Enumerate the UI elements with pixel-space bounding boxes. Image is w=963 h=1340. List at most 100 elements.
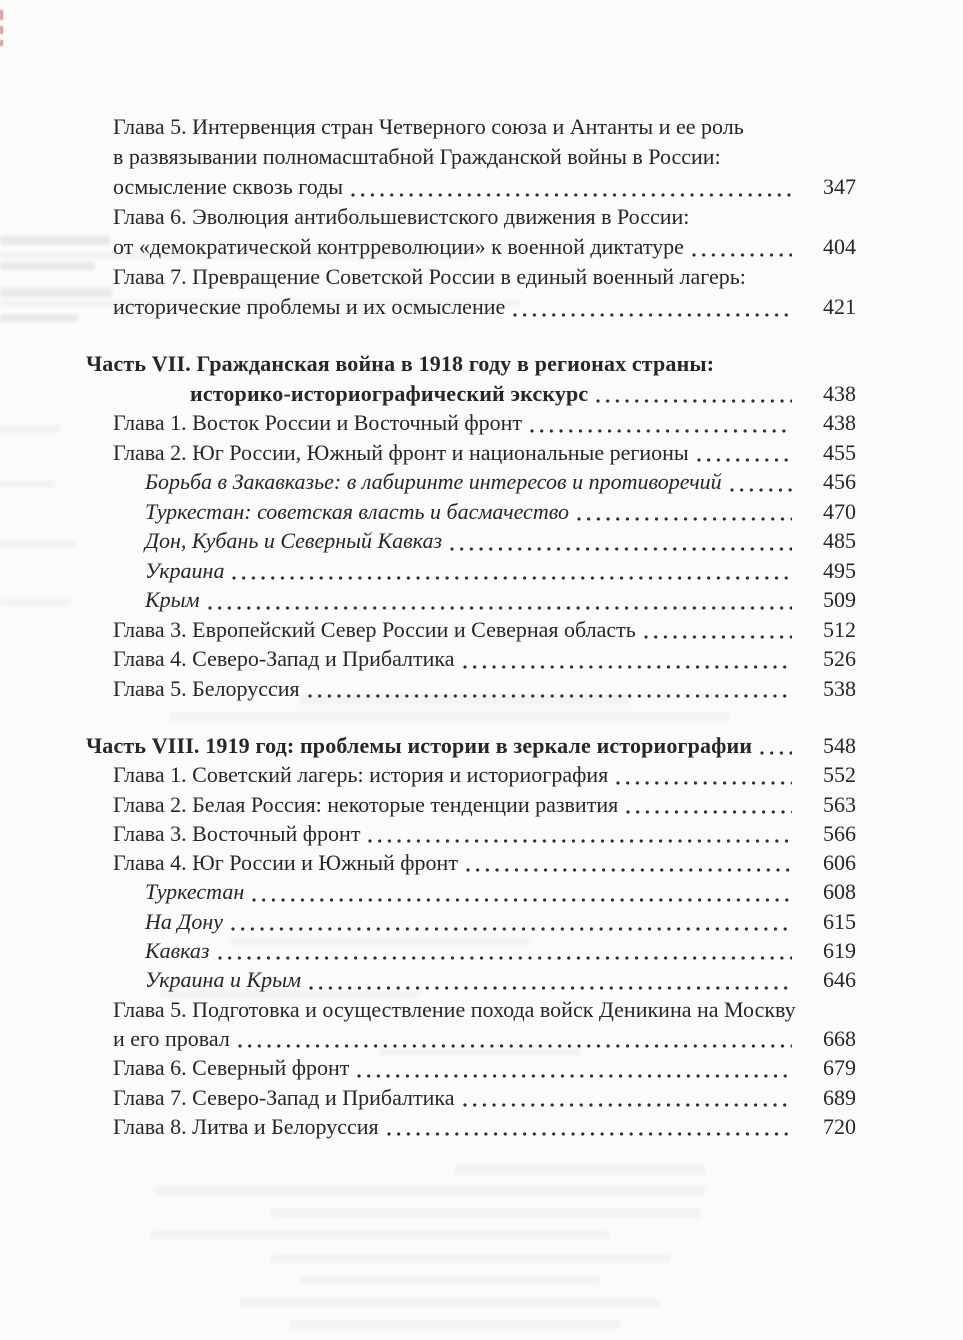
toc-entry-page-number: 538 xyxy=(823,675,856,701)
toc-entry-page-number: 456 xyxy=(823,469,856,494)
dot-leader xyxy=(357,1053,792,1083)
toc-line: На Дону 615 xyxy=(86,906,856,937)
bleedthrough-artifact xyxy=(270,1254,670,1263)
toc-line: Кавказ 619 xyxy=(86,936,856,966)
dot-leader xyxy=(309,965,792,995)
bleedthrough-artifact xyxy=(160,990,420,998)
toc-entry-text: Туркестан: советская власть и басмачеств… xyxy=(145,498,569,524)
toc-entry-text: Глава 6. Северный фронт xyxy=(113,1055,350,1081)
bleedthrough-artifact xyxy=(240,1298,660,1307)
bleedthrough-artifact xyxy=(270,1208,700,1218)
toc-entry-page-number: 608 xyxy=(823,879,856,905)
dot-leader xyxy=(530,408,792,438)
toc-entry-text: исторические проблемы и их осмысление xyxy=(113,294,506,319)
toc-entry-text: Часть VIII. 1919 год: проблемы истории в… xyxy=(86,733,753,758)
toc-line: в развязывании полномасштабной Гражданск… xyxy=(86,142,856,172)
toc-entry-text: Глава 5. Подготовка и осуществление похо… xyxy=(113,996,796,1022)
bleedthrough-artifact xyxy=(0,540,75,548)
dot-leader xyxy=(207,585,792,615)
toc-line: исторические проблемы и их осмысление 421 xyxy=(86,292,856,322)
toc-entry-text: Глава 4. Юг России и Южный фронт xyxy=(113,850,458,876)
toc-entry-page-number: 552 xyxy=(823,762,856,788)
bleedthrough-artifact xyxy=(155,1186,705,1196)
dot-leader xyxy=(462,644,792,674)
toc-entry-text: Глава 7. Превращение Советской России в … xyxy=(113,264,746,289)
toc-entry-text: Глава 2. Юг России, Южный фронт и национ… xyxy=(113,439,689,465)
toc-entry-text: Глава 5. Белоруссия xyxy=(113,675,300,701)
toc-section-part-8: Часть VIII. 1919 год: проблемы истории в… xyxy=(86,731,856,1142)
bleedthrough-artifact xyxy=(455,1164,705,1175)
toc-line: Часть VIII. 1919 год: проблемы истории в… xyxy=(86,731,856,761)
toc-line: Туркестан 608 xyxy=(86,877,856,907)
toc-entry-text: Глава 5. Интервенция стран Четверного со… xyxy=(113,114,744,139)
dot-leader xyxy=(465,848,792,878)
bleedthrough-artifact xyxy=(0,300,520,307)
toc-entry-text: Глава 3. Восточный фронт xyxy=(113,820,361,846)
toc-line: Часть VII. Гражданская война в 1918 году… xyxy=(86,349,856,379)
toc-line: Украина 495 xyxy=(86,555,856,585)
scan-edge-artifact xyxy=(0,40,3,46)
bleedthrough-artifact xyxy=(170,712,730,721)
toc-entry-page-number: 563 xyxy=(823,791,856,817)
toc-entry-text: Украина и Крым xyxy=(145,967,302,993)
toc-line: Глава 3. Восточный фронт 566 xyxy=(86,818,856,849)
dot-leader xyxy=(696,437,792,467)
toc-entry-page-number: 470 xyxy=(823,498,856,524)
bleedthrough-artifact xyxy=(0,480,55,488)
toc-line: Глава 5. Белоруссия 538 xyxy=(86,673,856,703)
toc-line: Украина и Крым 646 xyxy=(86,965,856,995)
toc-section-part-7: Часть VII. Гражданская война в 1918 году… xyxy=(86,349,856,703)
dot-leader xyxy=(616,760,792,790)
toc-line: Глава 5. Интервенция стран Четверного со… xyxy=(86,112,856,142)
toc-entry-text: Дон, Кубань и Северный Кавказ xyxy=(145,528,443,553)
dot-leader xyxy=(368,818,792,849)
bleedthrough-artifact xyxy=(0,236,110,245)
dot-leader xyxy=(596,378,792,408)
toc-entry-text: Глава 3. Европейский Север России и Севе… xyxy=(113,616,636,642)
dot-leader xyxy=(729,467,792,497)
toc-entry-page-number: 421 xyxy=(823,294,856,319)
dot-leader xyxy=(252,877,792,907)
toc-entry-page-number: 566 xyxy=(823,820,856,846)
dot-leader xyxy=(576,496,792,526)
bleedthrough-artifact xyxy=(0,598,70,606)
toc-entry-text: Глава 1. Восток России и Восточный фронт xyxy=(113,410,523,435)
toc-entry-page-number: 689 xyxy=(823,1084,856,1110)
toc-line: Глава 3. Европейский Север России и Севе… xyxy=(86,614,856,644)
toc-entry-text: и его провал xyxy=(113,1025,230,1051)
toc-line: Глава 4. Юг России и Южный фронт 606 xyxy=(86,848,856,878)
toc-entry-text: Глава 4. Северо-Запад и Прибалтика xyxy=(113,646,455,671)
dot-leader xyxy=(691,232,792,262)
toc-line: Глава 8. Литва и Белоруссия 720 xyxy=(86,1111,856,1142)
toc-line: Глава 6. Эволюция антибольшевистского дв… xyxy=(86,202,856,232)
toc-line: Глава 6. Северный фронт 679 xyxy=(86,1053,856,1083)
dot-leader xyxy=(237,1023,792,1054)
toc-entry-page-number: 512 xyxy=(823,616,856,642)
bleedthrough-artifact xyxy=(0,252,470,259)
toc-entry-page-number: 615 xyxy=(823,908,856,934)
toc-entry-page-number: 404 xyxy=(823,234,856,259)
toc-entry-text: Крым xyxy=(145,587,200,612)
toc-entry-text: Часть VII. Гражданская война в 1918 году… xyxy=(86,351,715,376)
dot-leader xyxy=(513,292,792,322)
toc-entry-text: На Дону xyxy=(145,908,224,934)
bleedthrough-artifact xyxy=(290,1320,620,1329)
bleedthrough-artifact xyxy=(300,1276,600,1285)
toc-entry-text: в развязывании полномасштабной Гражданск… xyxy=(113,144,721,169)
toc-line: от «демократической контрреволюции» к во… xyxy=(86,232,856,262)
toc-entry-page-number: 438 xyxy=(823,410,856,435)
toc-entry-page-number: 495 xyxy=(823,557,856,583)
toc-entry-text: осмысление сквозь годы xyxy=(113,174,344,199)
toc-entry-page-number: 646 xyxy=(823,967,856,993)
toc-section-part-6-tail: Глава 5. Интервенция стран Четверного со… xyxy=(86,112,856,322)
dot-leader xyxy=(462,1082,792,1112)
toc-line: и его провал 668 xyxy=(86,1023,856,1054)
toc-entry-page-number: 526 xyxy=(823,646,856,671)
toc-line: осмысление сквозь годы 347 xyxy=(86,172,856,202)
dot-leader xyxy=(643,614,792,644)
toc-line: Глава 2. Юг России, Южный фронт и национ… xyxy=(86,437,856,467)
toc-line: Глава 4. Северо-Запад и Прибалтика 526 xyxy=(86,644,856,674)
bleedthrough-artifact xyxy=(150,1230,610,1239)
dot-leader xyxy=(232,555,792,585)
toc-entry-page-number: 509 xyxy=(823,587,856,612)
